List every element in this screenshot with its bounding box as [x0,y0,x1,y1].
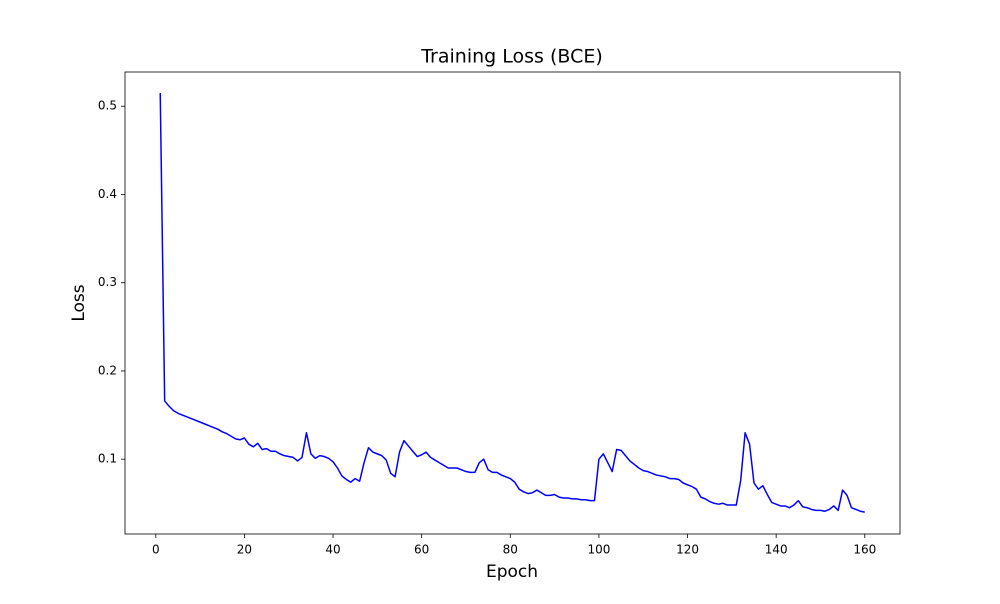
y-axis-label: Loss [69,284,89,321]
x-axis-label: Epoch [486,562,538,582]
x-tick-label: 40 [325,543,340,557]
y-tick-label: 0.2 [98,363,117,377]
chart-title: Training Loss (BCE) [420,46,603,68]
y-tick-label: 0.3 [98,275,117,289]
x-tick-label: 140 [765,543,788,557]
y-tick-label: 0.4 [98,187,117,201]
x-tick-label: 0 [152,543,160,557]
x-tick-label: 100 [587,543,610,557]
x-tick-label: 120 [676,543,699,557]
x-tick-label: 80 [503,543,518,557]
y-tick-label: 0.1 [98,452,117,466]
y-tick-label: 0.5 [98,99,117,113]
line [159,92,865,513]
x-tick-label: 160 [853,543,876,557]
x-tick-label: 60 [414,543,429,557]
plot-frame [124,71,901,535]
x-tick-label: 20 [237,543,252,557]
